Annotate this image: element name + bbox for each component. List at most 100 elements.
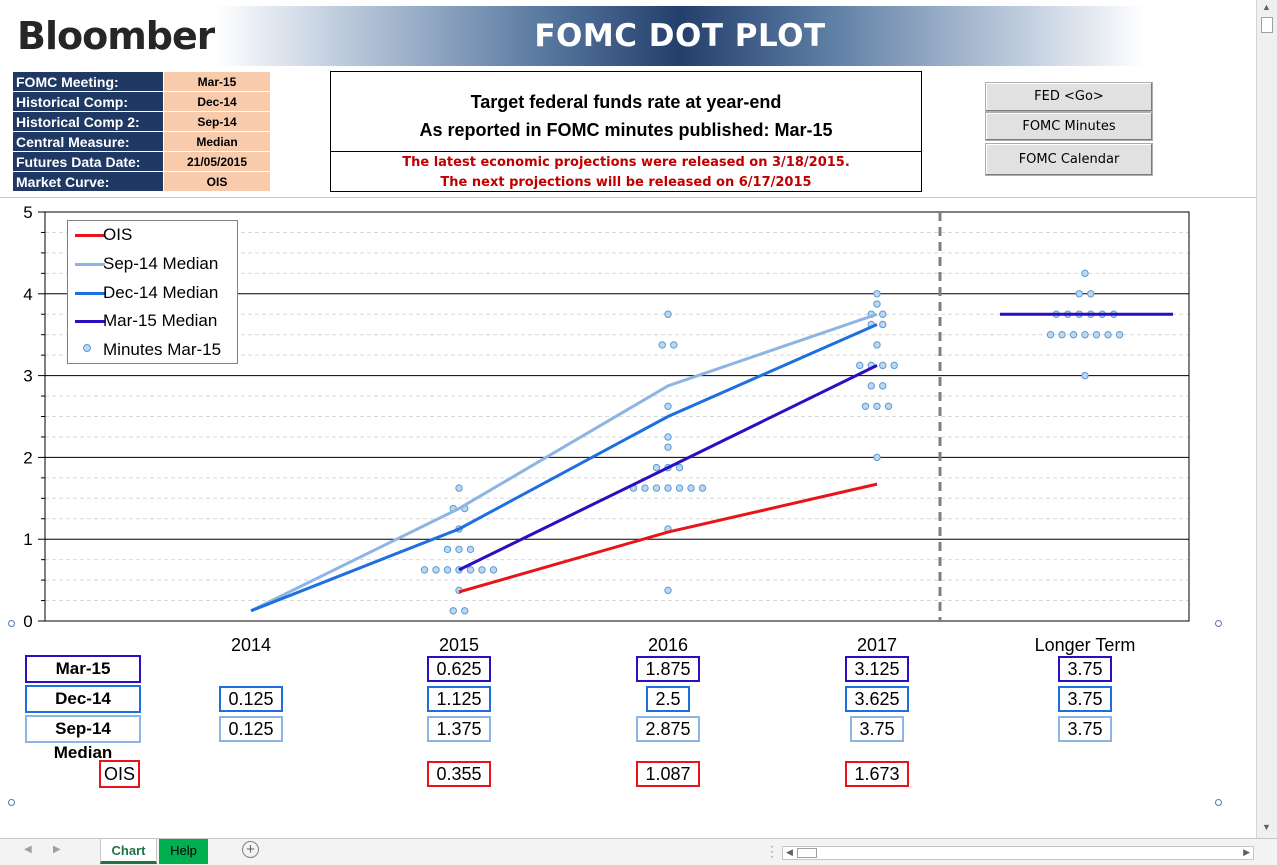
- minutes-dot: [675, 484, 684, 492]
- fomc-meeting-cell[interactable]: Mar-15: [163, 71, 271, 92]
- minutes-dot: [664, 484, 672, 492]
- table-row-label: Mar-15 Median: [25, 655, 141, 702]
- minutes-dot: [856, 361, 864, 370]
- table-cell: 3.75: [1058, 656, 1112, 682]
- table-cell: 3.75: [1058, 716, 1112, 742]
- vertical-scrollbar[interactable]: ▲ ▼: [1256, 0, 1277, 838]
- minutes-dot: [664, 443, 672, 451]
- horizontal-scrollbar[interactable]: ◀ ▶: [782, 846, 1254, 860]
- minutes-dot: [652, 463, 661, 472]
- resize-handle[interactable]: [1215, 620, 1222, 627]
- minutes-dot: [873, 402, 881, 410]
- minutes-dot: [879, 310, 887, 318]
- add-sheet-icon[interactable]: +: [242, 841, 259, 858]
- split-handle-icon[interactable]: ⋮: [765, 843, 779, 859]
- minutes-dot: [1069, 331, 1078, 339]
- table-cell: 3.125: [845, 656, 909, 682]
- legend-swatch-ois: [75, 234, 105, 237]
- resize-handle[interactable]: [1215, 799, 1222, 806]
- table-row-label: OIS: [99, 760, 140, 788]
- table-cell: 1.087: [636, 761, 700, 787]
- fomc-calendar-button[interactable]: FOMC Calendar: [985, 143, 1153, 176]
- legend-swatch-dec14: [75, 292, 105, 295]
- fomc-minutes-button[interactable]: FOMC Minutes: [985, 112, 1153, 141]
- minutes-dot: [652, 484, 661, 492]
- minutes-dot: [449, 607, 457, 615]
- table-cell: 0.355: [427, 761, 491, 787]
- minutes-dot: [687, 484, 695, 492]
- info-key: FOMC Meeting:: [12, 71, 164, 92]
- tab-help[interactable]: Help: [159, 839, 208, 864]
- minutes-dot: [1087, 290, 1095, 298]
- y-tick-label: 3: [23, 367, 32, 386]
- sep14-median-line: [250, 312, 878, 613]
- minutes-dot: [879, 320, 887, 329]
- tab-next-icon[interactable]: ▶: [53, 844, 61, 855]
- y-tick-label: 5: [23, 203, 32, 222]
- projection-note2: The next projections will be released on…: [440, 175, 812, 190]
- y-tick-label: 2: [23, 448, 32, 467]
- y-tick-label: 4: [23, 285, 32, 304]
- minutes-dot: [879, 382, 887, 390]
- ois-line: [458, 482, 878, 594]
- legend-label: Minutes Mar-15: [103, 340, 222, 359]
- market-curve-cell[interactable]: OIS: [163, 171, 271, 192]
- tab-chart[interactable]: Chart: [100, 839, 157, 864]
- scroll-right-icon[interactable]: ▶: [1243, 847, 1250, 857]
- central-measure-cell[interactable]: Median: [163, 131, 271, 152]
- minutes-dot: [489, 566, 498, 574]
- chart-legend: OIS Sep-14 Median Dec-14 Median Mar-15 M…: [67, 220, 238, 364]
- target-line2: As reported in FOMC minutes published: M…: [419, 120, 833, 140]
- minutes-dot: [420, 566, 429, 574]
- scroll-up-icon[interactable]: ▲: [1262, 2, 1271, 12]
- info-key: Historical Comp:: [12, 91, 164, 112]
- fed-go-button[interactable]: FED <Go>: [985, 82, 1153, 112]
- hscroll-thumb[interactable]: [797, 848, 817, 858]
- dec14-median-line: [250, 323, 878, 613]
- table-cell: 0.125: [219, 716, 283, 742]
- info-key: Central Measure:: [12, 131, 164, 152]
- info-key: Market Curve:: [12, 171, 164, 192]
- legend-label: Sep-14 Median: [103, 254, 219, 273]
- legend-swatch-sep14: [75, 263, 105, 266]
- minutes-dot: [698, 484, 707, 492]
- tab-prev-icon[interactable]: ◀: [24, 844, 32, 855]
- futures-date-cell[interactable]: 21/05/2015: [163, 151, 271, 172]
- minutes-dot: [1058, 331, 1066, 339]
- minutes-dot: [478, 566, 486, 574]
- historical-comp2-cell[interactable]: Sep-14: [163, 111, 271, 132]
- minutes-dot: [658, 341, 666, 349]
- minutes-dot: [664, 586, 672, 595]
- minutes-dot: [1092, 331, 1101, 339]
- info-key: Futures Data Date:: [12, 151, 164, 172]
- minutes-dot: [664, 402, 672, 410]
- minutes-dot: [641, 484, 649, 492]
- scroll-left-icon[interactable]: ◀: [786, 847, 793, 857]
- table-cell: 1.673: [845, 761, 909, 787]
- resize-handle[interactable]: [8, 620, 15, 627]
- minutes-dot: [443, 545, 452, 554]
- legend-dot-icon: [83, 344, 91, 352]
- scroll-down-icon[interactable]: ▼: [1262, 822, 1271, 832]
- scroll-thumb[interactable]: [1261, 17, 1273, 33]
- minutes-dot: [890, 361, 898, 370]
- page-title: FOMC DOT PLOT: [534, 18, 826, 54]
- title-banner: [215, 6, 1145, 66]
- minutes-dot: [873, 290, 881, 298]
- y-tick-label: 0: [23, 612, 32, 631]
- minutes-dot: [670, 341, 678, 349]
- table-row-label: Dec-14 Median: [25, 685, 141, 732]
- legend-label: Dec-14 Median: [103, 283, 219, 302]
- x-tick-label: Longer Term: [1035, 635, 1136, 655]
- table-cell: 1.125: [427, 686, 491, 712]
- settings-table: FOMC Meeting: Mar-15 Historical Comp: Dec-…: [12, 71, 271, 192]
- table-cell: 3.75: [1058, 686, 1112, 712]
- table-row-label: Sep-14 Median: [25, 715, 141, 762]
- minutes-dot: [1046, 331, 1055, 339]
- projection-note1: The latest economic projections were rel…: [402, 155, 850, 170]
- table-cell: 1.375: [427, 716, 491, 742]
- minutes-dot: [455, 484, 463, 492]
- resize-handle[interactable]: [8, 799, 15, 806]
- historical-comp-cell[interactable]: Dec-14: [163, 91, 271, 112]
- table-cell: 3.75: [850, 716, 904, 742]
